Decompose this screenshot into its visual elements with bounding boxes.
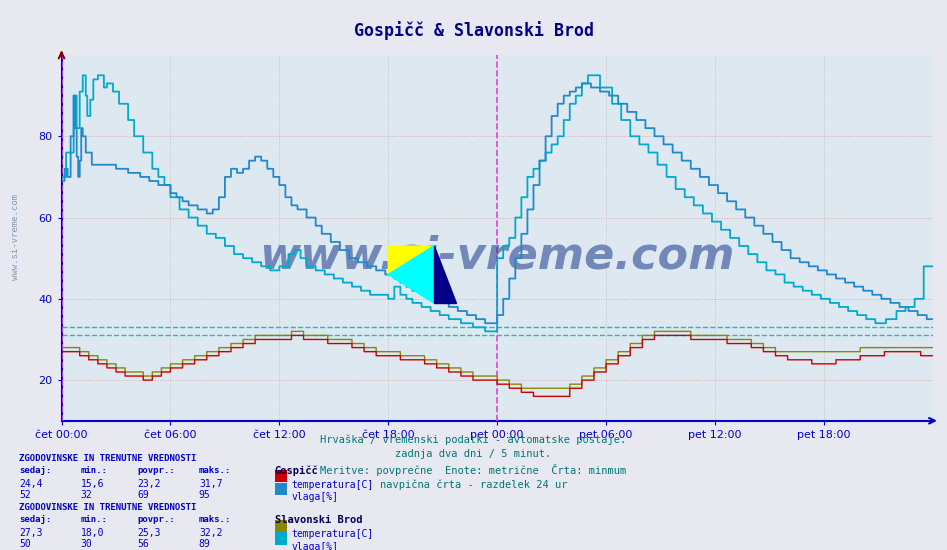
Text: Gospičč: Gospičč (275, 466, 318, 476)
Text: povpr.:: povpr.: (137, 466, 175, 475)
Text: sedaj:: sedaj: (19, 466, 51, 475)
Text: temperatura[C]: temperatura[C] (292, 480, 374, 490)
Text: 25,3: 25,3 (137, 528, 161, 538)
Text: 89: 89 (199, 539, 210, 549)
Text: maks.:: maks.: (199, 515, 231, 524)
Text: zadnja dva dni / 5 minut.: zadnja dva dni / 5 minut. (396, 449, 551, 459)
Text: povpr.:: povpr.: (137, 515, 175, 524)
Text: maks.:: maks.: (199, 466, 231, 475)
Text: navpična črta - razdelek 24 ur: navpična črta - razdelek 24 ur (380, 479, 567, 490)
Text: 52: 52 (19, 490, 30, 499)
Text: 18,0: 18,0 (80, 528, 104, 538)
Text: www.si-vreme.com: www.si-vreme.com (259, 235, 735, 278)
Text: 69: 69 (137, 490, 149, 499)
Text: Slavonski Brod: Slavonski Brod (275, 515, 362, 525)
Text: temperatura[C]: temperatura[C] (292, 529, 374, 539)
Text: 23,2: 23,2 (137, 478, 161, 488)
Text: 24,4: 24,4 (19, 478, 43, 488)
Text: Hrvaška / vremenski podatki - avtomatske postaje.: Hrvaška / vremenski podatki - avtomatske… (320, 434, 627, 445)
Text: Gospičč & Slavonski Brod: Gospičč & Slavonski Brod (353, 21, 594, 40)
Text: vlaga[%]: vlaga[%] (292, 492, 339, 502)
Text: vlaga[%]: vlaga[%] (292, 542, 339, 550)
Polygon shape (388, 246, 434, 274)
Text: 15,6: 15,6 (80, 478, 104, 488)
Text: 50: 50 (19, 539, 30, 549)
Text: 32,2: 32,2 (199, 528, 223, 538)
Polygon shape (388, 246, 434, 303)
Text: 95: 95 (199, 490, 210, 499)
Text: Meritve: povprečne  Enote: metrične  Črta: minmum: Meritve: povprečne Enote: metrične Črta:… (320, 464, 627, 476)
Text: 56: 56 (137, 539, 149, 549)
Text: sedaj:: sedaj: (19, 515, 51, 524)
Text: 27,3: 27,3 (19, 528, 43, 538)
Text: ZGODOVINSKE IN TRENUTNE VREDNOSTI: ZGODOVINSKE IN TRENUTNE VREDNOSTI (19, 503, 196, 512)
Text: 32: 32 (80, 490, 92, 499)
Text: 30: 30 (80, 539, 92, 549)
Text: min.:: min.: (80, 466, 107, 475)
Text: 31,7: 31,7 (199, 478, 223, 488)
Text: www.si-vreme.com: www.si-vreme.com (11, 194, 21, 279)
Text: min.:: min.: (80, 515, 107, 524)
Text: ZGODOVINSKE IN TRENUTNE VREDNOSTI: ZGODOVINSKE IN TRENUTNE VREDNOSTI (19, 454, 196, 463)
Polygon shape (434, 246, 456, 303)
